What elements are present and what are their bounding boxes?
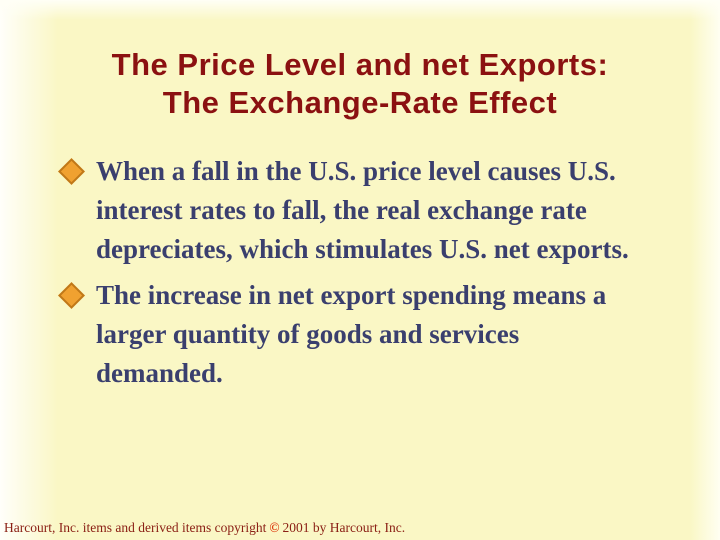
bullet-item-1: When a fall in the U.S. price level caus… — [58, 152, 652, 269]
footer-text-pre: Harcourt, Inc. items and derived items c… — [4, 520, 267, 535]
diamond-bullet-icon — [58, 282, 85, 309]
copyright-footer: Harcourt, Inc. items and derived items c… — [4, 520, 405, 536]
slide-title-line-1: The Price Level and net Exports: — [111, 47, 609, 82]
bullet-text-1: When a fall in the U.S. price level caus… — [96, 156, 629, 264]
bullet-text-2: The increase in net export spending mean… — [96, 280, 607, 388]
footer-text-post: 2001 by Harcourt, Inc. — [282, 520, 406, 535]
slide-title: The Price Level and net Exports: The Exc… — [30, 46, 690, 122]
bullet-item-2: The increase in net export spending mean… — [58, 276, 652, 393]
bullet-list: When a fall in the U.S. price level caus… — [58, 152, 652, 400]
diamond-bullet-icon — [58, 158, 85, 185]
slide-title-line-2: The Exchange-Rate Effect — [162, 85, 558, 120]
copyright-symbol: © — [269, 520, 280, 535]
